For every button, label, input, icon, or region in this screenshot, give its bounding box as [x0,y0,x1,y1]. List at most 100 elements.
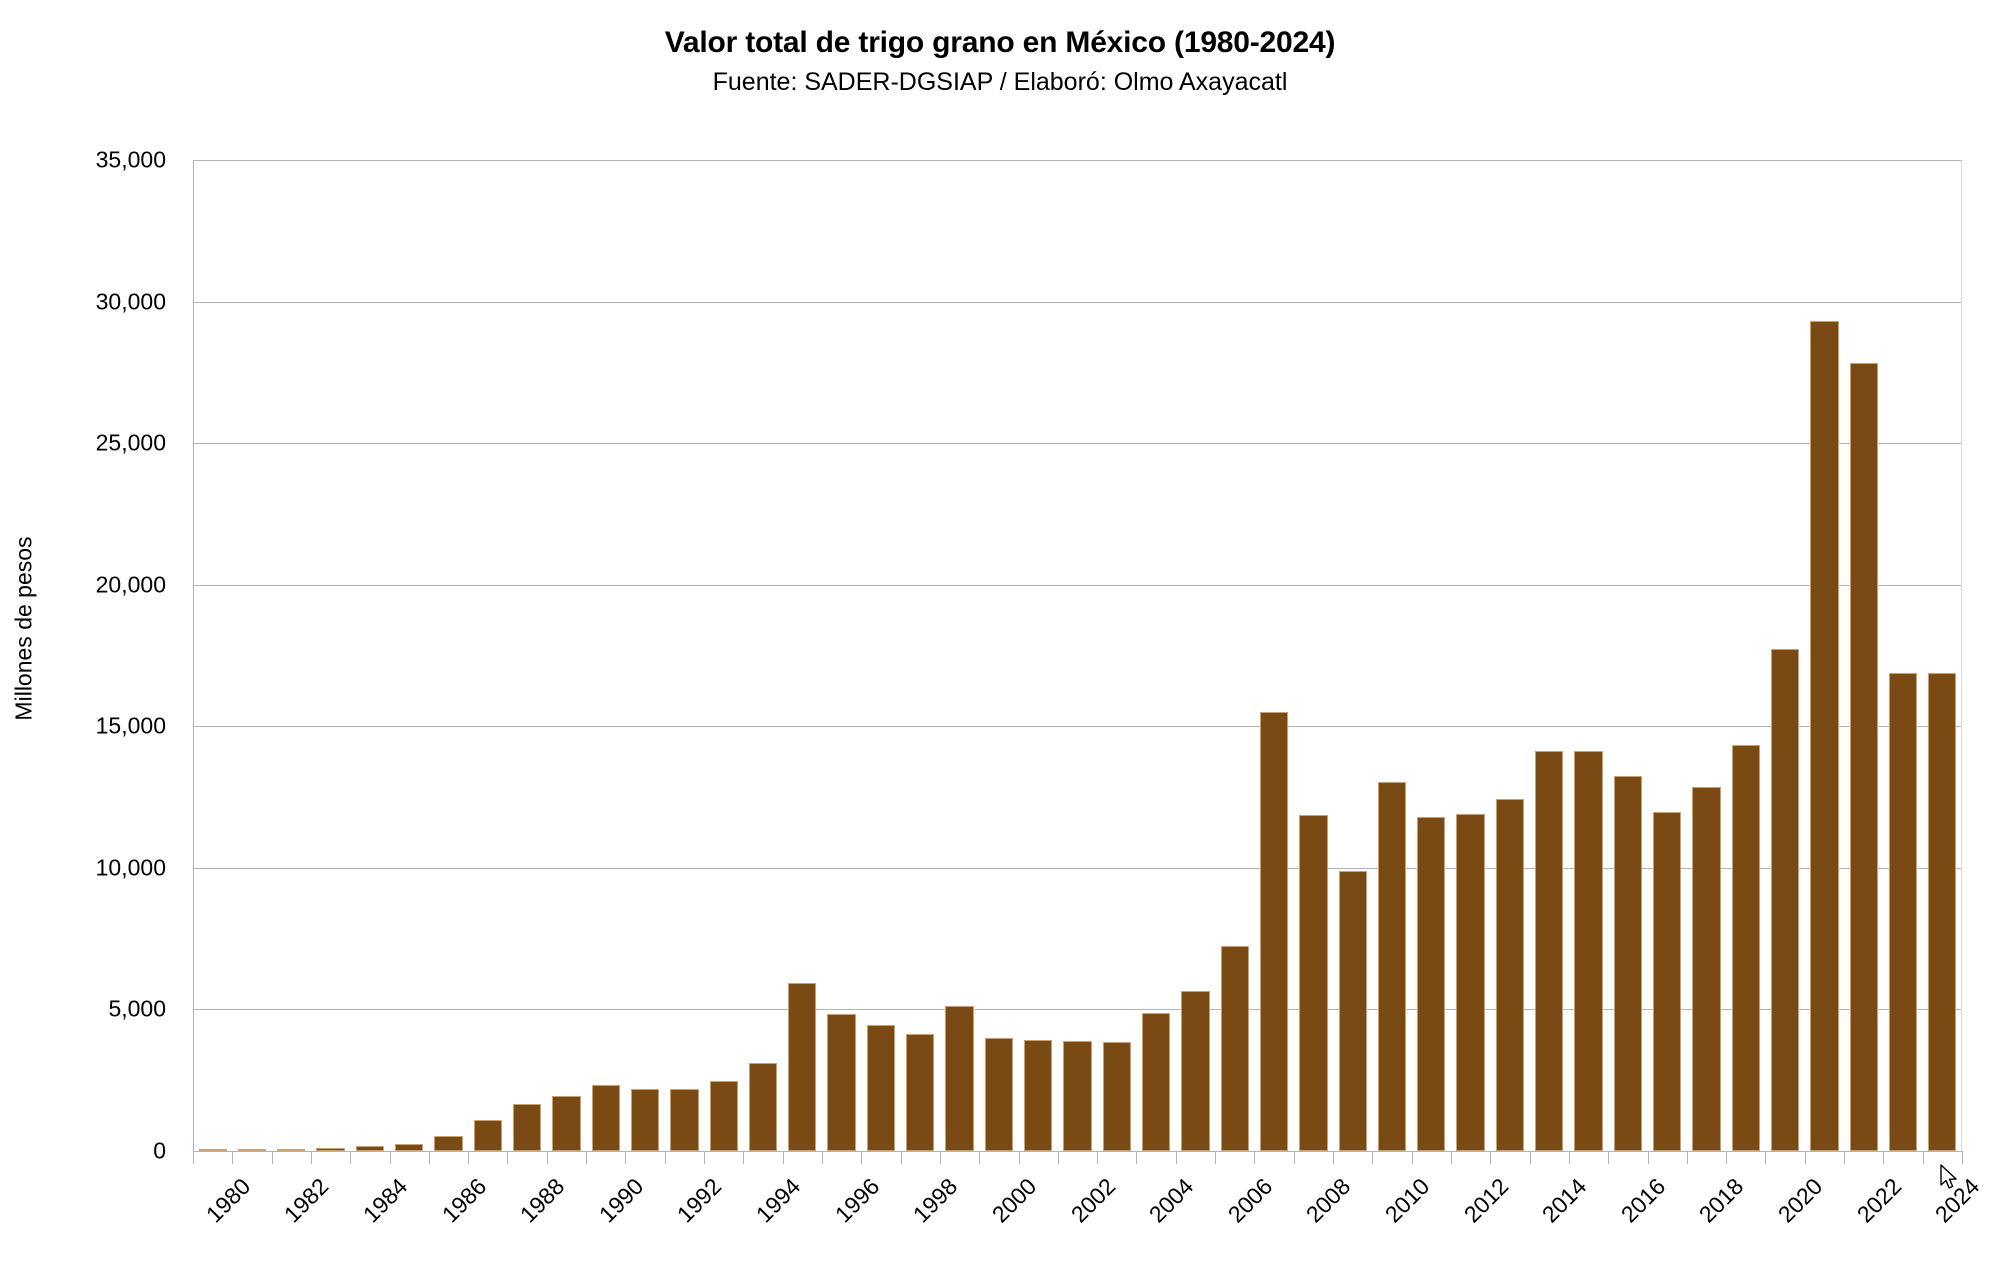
y-tick-label-15000: 15,000 [95,712,166,739]
bar-2000[interactable] [984,1038,1014,1151]
x-tick [1293,1151,1295,1164]
x-axis: 1980 1982 1984 1986 1988 1990 1992 1994 1996 1998… [193,1151,1985,1249]
bar-1993[interactable] [709,1080,738,1151]
bar-1991[interactable] [630,1088,660,1151]
y-tick-label-30000: 30,000 [95,288,166,315]
bar-2004[interactable] [1141,1012,1171,1151]
x-tick [625,1151,627,1164]
x-tick [1490,1151,1492,1164]
x-tick [193,1151,194,1164]
x-tick [782,1151,784,1164]
y-axis-tick-labels: 0 5,000 10,000 15,000 20,000 25,000 30,000 35,0… [0,0,180,1249]
bar-2001[interactable] [1024,1039,1053,1151]
bar-1987[interactable] [473,1120,502,1151]
y-tick-label-10000: 10,000 [95,854,166,881]
bar-2017[interactable] [1653,811,1682,1151]
x-tick [1647,1151,1649,1164]
x-tick [1962,1151,1963,1164]
bar-2013[interactable] [1495,799,1525,1151]
bar-1988[interactable] [512,1104,542,1151]
chart-title: Valor total de trigo grano en México (19… [664,26,1336,59]
y-tick-label-35000: 35,000 [95,146,166,173]
y-tick-label-0: 0 [153,1137,166,1164]
x-tick [1529,1151,1531,1164]
bar-2011[interactable] [1417,817,1446,1151]
x-tick [507,1151,509,1164]
bar-2020[interactable] [1770,648,1800,1151]
y-tick-label-5000: 5,000 [108,995,166,1022]
x-tick [389,1151,391,1164]
bar-2002[interactable] [1063,1041,1092,1151]
x-tick [900,1151,902,1164]
bar-1986[interactable] [434,1136,463,1151]
x-tick [350,1151,352,1164]
bar-1981[interactable] [237,1149,267,1151]
gridline-20000 [194,584,1961,586]
plot-area [193,160,1962,1151]
bar-1996[interactable] [827,1014,856,1151]
x-tick [1568,1151,1570,1164]
x-tick [821,1151,823,1164]
bar-1980[interactable] [198,1149,227,1151]
bar-2012[interactable] [1456,814,1485,1151]
gridline-5000 [194,1009,1961,1011]
y-tick-label-25000: 25,000 [95,429,166,456]
x-tick [271,1151,273,1164]
bar-2010[interactable] [1377,782,1407,1151]
y-tick-label-20000: 20,000 [95,571,166,598]
x-tick [428,1151,430,1164]
x-tick [1686,1151,1688,1164]
x-tick [1450,1151,1452,1164]
bar-2018[interactable] [1692,787,1721,1151]
bar-2009[interactable] [1338,870,1367,1151]
x-tick [1883,1151,1885,1164]
x-tick [1372,1151,1374,1164]
x-tick [1608,1151,1610,1164]
bar-1997[interactable] [866,1025,896,1151]
bar-2014[interactable] [1535,750,1564,1151]
mouse-pointer-icon [1940,1164,1957,1189]
x-tick [1411,1151,1413,1164]
gridline-30000 [194,301,1961,303]
bar-1984[interactable] [355,1146,385,1151]
bar-2007[interactable] [1259,712,1289,1151]
bar-1989[interactable] [552,1095,581,1151]
bar-2015[interactable] [1574,750,1603,1151]
title-block: Valor total de trigo grano en México (19… [0,26,2000,98]
x-tick [1844,1151,1846,1164]
bar-1990[interactable] [591,1085,620,1151]
x-tick [310,1151,312,1164]
bar-1983[interactable] [316,1147,345,1151]
bar-1985[interactable] [395,1143,424,1151]
bar-2008[interactable] [1299,815,1328,1151]
bar-2019[interactable] [1731,744,1760,1151]
x-tick [1018,1151,1020,1164]
bar-1982[interactable] [277,1149,306,1151]
gridline-15000 [194,726,1961,728]
x-tick [1765,1151,1767,1164]
x-tick [546,1151,548,1164]
x-tick [1057,1151,1059,1164]
x-tick [1097,1151,1099,1164]
x-tick [704,1151,706,1164]
bar-2024[interactable] [1928,673,1957,1151]
bar-1994[interactable] [748,1063,778,1151]
x-tick [861,1151,863,1164]
bar-2022[interactable] [1849,363,1878,1151]
x-tick [468,1151,470,1164]
bar-2016[interactable] [1613,775,1642,1151]
bar-2005[interactable] [1181,991,1210,1151]
bar-1999[interactable] [945,1006,974,1151]
bar-2021[interactable] [1810,320,1839,1151]
x-tick [1254,1151,1256,1164]
bar-2006[interactable] [1220,945,1249,1151]
x-tick [1175,1151,1177,1164]
bar-2023[interactable] [1888,673,1918,1151]
bar-series-valor-total [193,160,1962,1151]
bar-1998[interactable] [906,1034,935,1151]
x-tick [1215,1151,1217,1164]
bar-1992[interactable] [670,1089,699,1151]
bar-2003[interactable] [1102,1042,1131,1151]
bar-1995[interactable] [788,982,817,1151]
x-tick [1804,1151,1806,1164]
